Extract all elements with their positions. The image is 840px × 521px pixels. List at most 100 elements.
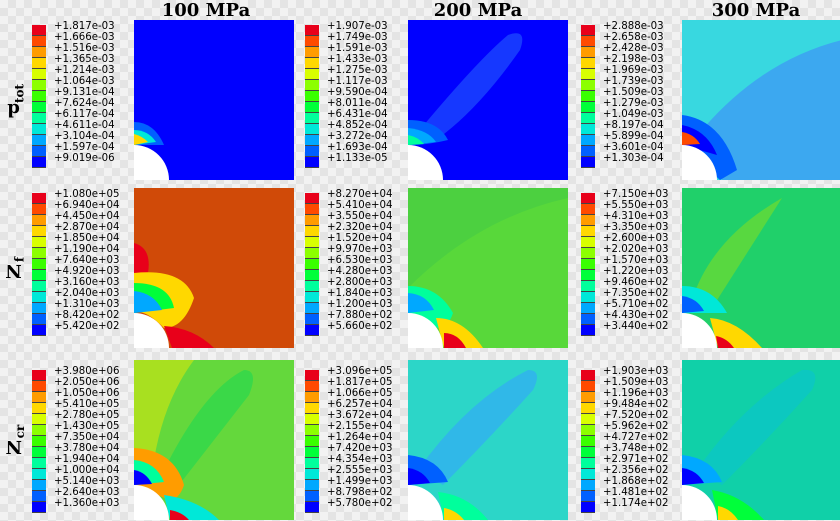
legend-swatch bbox=[32, 325, 46, 336]
legend-value: +9.970e+03 bbox=[327, 244, 393, 255]
legend-value: +7.520e+02 bbox=[603, 410, 669, 421]
legend-swatch bbox=[581, 381, 595, 392]
legend-value: +1.739e-03 bbox=[603, 76, 664, 87]
legend-swatch bbox=[32, 414, 46, 425]
legend-swatch bbox=[305, 303, 319, 314]
legend-value: +1.840e+03 bbox=[327, 288, 393, 299]
legend-swatch bbox=[305, 480, 319, 491]
legend-swatch bbox=[581, 370, 595, 381]
legend-value: +2.040e+03 bbox=[54, 288, 120, 299]
legend-value: +9.460e+02 bbox=[603, 277, 669, 288]
legend-value: +5.410e+05 bbox=[54, 399, 120, 410]
legend-swatch bbox=[32, 157, 46, 168]
legend-swatch bbox=[581, 157, 595, 168]
legend-value: +1.220e+03 bbox=[603, 266, 669, 277]
legend-swatch bbox=[305, 491, 319, 502]
legend-swatch bbox=[581, 392, 595, 403]
legend-value: +5.710e+02 bbox=[603, 299, 669, 310]
column-title-200: 200 MPa bbox=[433, 0, 523, 21]
legend-swatch bbox=[32, 370, 46, 381]
legend-swatch bbox=[581, 447, 595, 458]
legend-value: +8.197e-04 bbox=[603, 120, 664, 131]
legend-swatch bbox=[32, 403, 46, 414]
legend-value: +1.064e-03 bbox=[54, 76, 115, 87]
legend-swatch bbox=[32, 469, 46, 480]
legend-swatch bbox=[32, 80, 46, 91]
legend-swatch bbox=[581, 458, 595, 469]
legend-swatch bbox=[305, 370, 319, 381]
legend-swatch bbox=[32, 36, 46, 47]
legend-value: +3.748e+02 bbox=[603, 443, 669, 454]
row-label-nf: Nf bbox=[0, 188, 30, 348]
legend-value: +2.971e+02 bbox=[603, 454, 669, 465]
legend-swatch bbox=[32, 91, 46, 102]
legend-swatch bbox=[32, 25, 46, 36]
legend-swatch bbox=[305, 215, 319, 226]
legend-value: +1.275e-03 bbox=[327, 65, 388, 76]
legend-value: +4.727e+02 bbox=[603, 432, 669, 443]
legend-value: +9.590e-04 bbox=[327, 87, 388, 98]
legend-swatch bbox=[305, 237, 319, 248]
legend-swatch bbox=[305, 447, 319, 458]
legend-swatch bbox=[32, 237, 46, 248]
legend-value: +1.133e-05 bbox=[327, 153, 388, 164]
legend-swatch bbox=[32, 447, 46, 458]
legend-value: +1.597e-04 bbox=[54, 142, 115, 153]
legend-swatch bbox=[581, 303, 595, 314]
legend-swatch bbox=[32, 303, 46, 314]
legend-value: +5.660e+02 bbox=[327, 321, 393, 332]
legend-swatch bbox=[32, 425, 46, 436]
legend-value: +5.550e+03 bbox=[603, 200, 669, 211]
row-label-ncr: Ncr bbox=[0, 360, 30, 520]
legend-swatch bbox=[305, 69, 319, 80]
legend-value: +2.320e+04 bbox=[327, 222, 393, 233]
legend-swatch bbox=[32, 281, 46, 292]
legend-swatch bbox=[32, 47, 46, 58]
legend-value: +4.611e-04 bbox=[54, 120, 115, 131]
legend-value: +3.160e+03 bbox=[54, 277, 120, 288]
legend-value: +2.050e+06 bbox=[54, 377, 120, 388]
legend-swatch bbox=[305, 248, 319, 259]
legend-value: +1.749e-03 bbox=[327, 32, 388, 43]
legend-swatch bbox=[305, 102, 319, 113]
legend-swatch bbox=[305, 47, 319, 58]
legend-value: +1.903e+03 bbox=[603, 366, 669, 377]
contour-plot-ncr-200 bbox=[408, 360, 568, 520]
legend-swatch bbox=[32, 480, 46, 491]
legend-value: +3.440e+02 bbox=[603, 321, 669, 332]
contour-plot-nf-300 bbox=[682, 188, 840, 348]
legend-value: +2.555e+03 bbox=[327, 465, 393, 476]
legend-value: +8.798e+02 bbox=[327, 487, 393, 498]
legend-swatch bbox=[581, 414, 595, 425]
legend-swatch bbox=[32, 113, 46, 124]
legend-value: +1.969e-03 bbox=[603, 65, 664, 76]
legend-swatch bbox=[581, 403, 595, 414]
legend-swatch bbox=[581, 102, 595, 113]
legend-swatch bbox=[581, 248, 595, 259]
legend-swatch bbox=[581, 270, 595, 281]
legend-value: +1.817e-03 bbox=[54, 21, 115, 32]
legend-swatch bbox=[581, 259, 595, 270]
legend-value: +7.420e+03 bbox=[327, 443, 393, 454]
legend-swatch bbox=[581, 58, 595, 69]
legend-value: +7.624e-04 bbox=[54, 98, 115, 109]
legend-swatch bbox=[581, 480, 595, 491]
legend-value: +3.550e+04 bbox=[327, 211, 393, 222]
legend-swatch bbox=[581, 491, 595, 502]
row-label-dtot: dtot bbox=[0, 20, 30, 180]
legend-value: +7.640e+03 bbox=[54, 255, 120, 266]
legend-swatch bbox=[305, 204, 319, 215]
legend-swatch bbox=[305, 146, 319, 157]
legend-value: +1.174e+02 bbox=[603, 498, 669, 509]
legend-swatch bbox=[32, 215, 46, 226]
legend-swatch bbox=[581, 237, 595, 248]
legend-value: +1.365e-03 bbox=[54, 54, 115, 65]
legend-value: +8.420e+02 bbox=[54, 310, 120, 321]
legend-value: +3.672e+04 bbox=[327, 410, 393, 421]
legend-swatch bbox=[305, 226, 319, 237]
legend-value: +1.360e+03 bbox=[54, 498, 120, 509]
column-title-300: 300 MPa bbox=[711, 0, 801, 21]
legend-swatch bbox=[32, 226, 46, 237]
legend-value: +1.190e+04 bbox=[54, 244, 120, 255]
legend-value: +1.000e+04 bbox=[54, 465, 120, 476]
